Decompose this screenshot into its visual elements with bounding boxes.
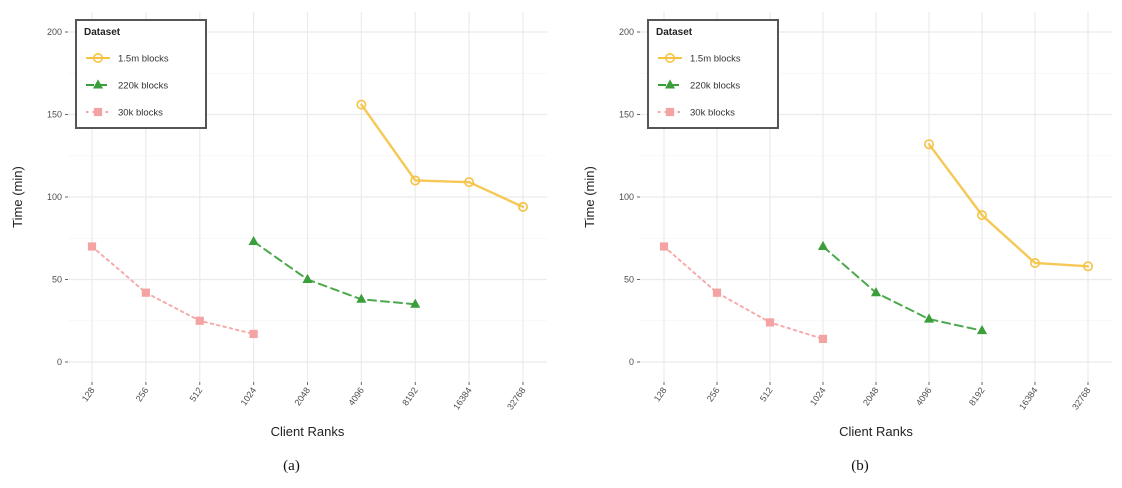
x-tick-label: 4096	[914, 385, 934, 407]
x-axis-title: Client Ranks	[271, 424, 345, 439]
legend-label: 220k blocks	[118, 81, 168, 92]
x-tick-label: 1024	[239, 385, 259, 407]
x-tick-label: 8192	[400, 385, 420, 407]
chart-panel-a: 0 50 100 150 200 128 256 512 1024 2048 4096 8192 163…	[0, 0, 561, 483]
data-point	[766, 319, 773, 326]
x-axis-title: Client Ranks	[839, 424, 913, 439]
y-tick-label: 0	[629, 357, 634, 367]
chart-svg-b: 0 50 100 150 200 128 256 512 1024 2048 4096 8192 163…	[561, 0, 1122, 483]
x-tick-label: 2048	[861, 385, 881, 407]
legend-a: Dataset 1.5m blocks 220k blocks 30k blocks	[76, 20, 206, 128]
x-tick-label: 16384	[451, 385, 474, 411]
legend-title: Dataset	[84, 27, 121, 38]
x-tick-label: 4096	[346, 385, 366, 407]
chart-panel-b: 0 50 100 150 200 128 256 512 1024 2048 4096 8192 163…	[561, 0, 1122, 483]
x-tick-label: 128	[652, 385, 669, 403]
x-tick-label: 256	[134, 385, 151, 403]
y-tick-label: 50	[52, 275, 62, 285]
x-tick-label: 128	[80, 385, 97, 403]
x-tick-label: 256	[705, 385, 722, 403]
legend-title: Dataset	[656, 27, 693, 38]
y-tick-label: 200	[619, 27, 634, 37]
y-tick-label: 150	[47, 110, 62, 120]
legend-key-marker	[94, 108, 101, 115]
chart-svg-a: 0 50 100 150 200 128 256 512 1024 2048 4096 8192 163…	[0, 0, 561, 483]
legend-key-marker	[666, 108, 673, 115]
legend-label: 1.5m blocks	[118, 54, 169, 65]
x-tick-label: 8192	[967, 385, 987, 407]
y-tick-label: 100	[47, 192, 62, 202]
y-tick-label: 150	[619, 110, 634, 120]
figure-caption: (a)	[283, 458, 300, 474]
data-point	[660, 243, 667, 250]
legend-label: 30k blocks	[118, 108, 163, 119]
x-tick-label: 32768	[505, 385, 528, 411]
figure-caption: (b)	[851, 458, 869, 474]
x-tick-label: 16384	[1017, 385, 1040, 411]
legend-b: Dataset 1.5m blocks 220k blocks 30k blocks	[648, 20, 778, 128]
data-point	[88, 243, 95, 250]
y-axis-title: Time (min)	[10, 166, 25, 228]
data-point	[250, 330, 257, 337]
x-tick-label: 512	[188, 385, 205, 403]
y-tick-label: 50	[624, 275, 634, 285]
y-tick-label: 200	[47, 27, 62, 37]
legend-label: 1.5m blocks	[690, 54, 741, 65]
legend-label: 30k blocks	[690, 108, 735, 119]
y-axis-title: Time (min)	[582, 166, 597, 228]
data-point	[819, 335, 826, 342]
data-point	[196, 317, 203, 324]
x-tick-label: 2048	[292, 385, 312, 407]
legend-label: 220k blocks	[690, 81, 740, 92]
x-tick-label: 512	[758, 385, 775, 403]
x-tick-label: 32768	[1070, 385, 1093, 411]
data-point	[713, 289, 720, 296]
y-tick-label: 0	[57, 357, 62, 367]
x-tick-label: 1024	[808, 385, 828, 407]
y-tick-label: 100	[619, 192, 634, 202]
data-point	[142, 289, 149, 296]
